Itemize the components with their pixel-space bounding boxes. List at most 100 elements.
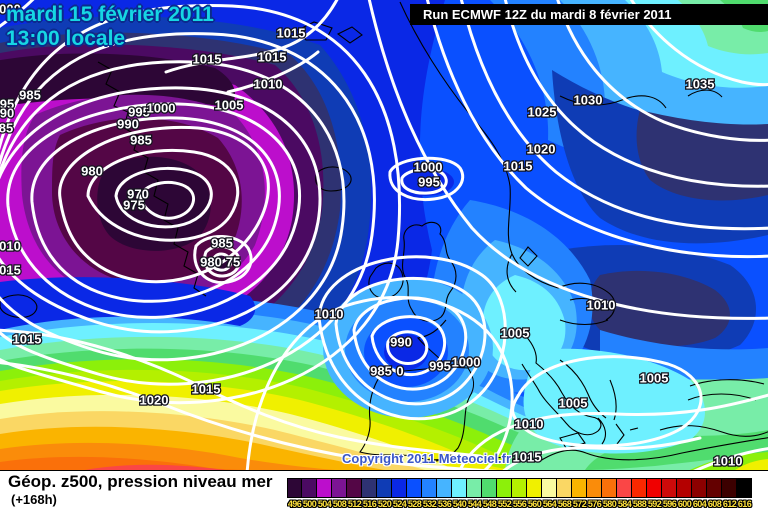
isobar-label: 95: [0, 97, 14, 112]
legend-value: 584: [617, 499, 632, 509]
coastline-greece: [597, 417, 639, 445]
legend-value: 504: [317, 499, 332, 509]
isobar-1000: [0, 86, 322, 334]
legend-value: 500: [302, 499, 317, 509]
isobar-1015-africa: [502, 436, 702, 470]
isobar-label: 1030: [574, 93, 603, 108]
legend-value: 568: [557, 499, 572, 509]
legend-swatch: [707, 478, 722, 498]
coastline-scandinavia: [399, 1, 616, 321]
isobar-label: 985: [370, 364, 392, 379]
legend-swatch: [602, 478, 617, 498]
legend-value: 560: [527, 499, 542, 509]
isobar-980-secondary: [203, 244, 241, 278]
legend-value: 604: [692, 499, 707, 509]
isobar-label: 1005: [640, 371, 669, 386]
legend-value: 588: [632, 499, 647, 509]
legend-swatch: [632, 478, 647, 498]
legend-swatch: [332, 478, 347, 498]
isobar-label: 1015: [504, 159, 533, 174]
legend-swatch: [302, 478, 317, 498]
footer-bar: Géop. z500, pression niveau mer (+168h) …: [0, 470, 768, 512]
isobar-label: 1015: [258, 50, 287, 65]
isobar-1015: [0, 3, 402, 405]
legend-value: 572: [572, 499, 587, 509]
legend-value: 524: [392, 499, 407, 509]
isobar-label: 010: [0, 239, 21, 254]
isobar-label: 1000: [147, 101, 176, 116]
legend-swatch: [467, 478, 482, 498]
isobar-970: [138, 180, 196, 220]
forecast-map: 000 985 95 90 85 995 1000 990 985 980 970 975 1005 10…: [0, 0, 768, 470]
isobar-990-biscay: [370, 315, 447, 377]
isobar-label: 0: [396, 364, 403, 379]
isobar-1010-mediterranean: [458, 393, 768, 470]
legend-swatch: [542, 478, 557, 498]
isobar-label: 90: [0, 106, 14, 121]
isobar-label: 1000: [414, 160, 443, 175]
legend-swatch: [362, 478, 377, 498]
legend-swatch: [677, 478, 692, 498]
isobar-label: 1020: [527, 142, 556, 157]
copyright-watermark: Copyright 2011 Meteociel.fr: [342, 451, 512, 466]
isobar-1015-svalbard: [164, 0, 339, 74]
isobar-1015-svalbard-2: [226, 50, 320, 94]
isobar-label: 1015: [192, 382, 221, 397]
legend-swatch: [392, 478, 407, 498]
isobar-1020-atlantic: [0, 361, 498, 470]
isobar-1010: [0, 32, 376, 386]
coastline-greenland: [97, 61, 207, 297]
isobar-label: 990: [390, 335, 412, 350]
legend-swatch: [497, 478, 512, 498]
fill-region: [0, 277, 256, 330]
isobar-1000-norwegian-sea: [388, 156, 465, 202]
isobar-1010-ridge: [367, 0, 768, 320]
isobar-label: 1025: [528, 105, 557, 120]
fill-region: [523, 348, 705, 454]
isobar-label: 1015: [277, 26, 306, 41]
fill-region: [588, 270, 730, 347]
isobar-1030: [556, 0, 768, 142]
legend-swatch: [722, 478, 737, 498]
legend-swatch: [317, 478, 332, 498]
map-fill-layer: [0, 0, 768, 470]
isobar-label: 015: [0, 263, 21, 278]
legend-swatch: [527, 478, 542, 498]
legend-value: 596: [662, 499, 677, 509]
isobar-label: 1010: [315, 307, 344, 322]
isobar-1010-biscay: [245, 295, 514, 470]
isobar-1005-mediterranean: [511, 355, 703, 448]
legend-value: 520: [377, 499, 392, 509]
isobar-985-secondary: [193, 234, 253, 285]
isobar-label: 1010: [515, 417, 544, 432]
coastline-denmark: [519, 246, 538, 267]
legend-swatch: [662, 478, 677, 498]
isobar-985: [58, 125, 270, 284]
isobar-label: 000: [0, 2, 21, 17]
coastline-kola: [559, 89, 723, 109]
coastline-ireland: [368, 262, 404, 299]
isobar-label: 85: [0, 121, 13, 136]
isobars: [0, 0, 768, 470]
isobar-label: 1010: [254, 77, 283, 92]
isobar-label: 75: [226, 255, 240, 270]
legend-swatch: [692, 478, 707, 498]
legend-swatch: [437, 478, 452, 498]
legend-swatch: [572, 478, 587, 498]
legend-value: 576: [587, 499, 602, 509]
map-time-label: 13:00 locale: [6, 27, 126, 50]
legend-swatch: [422, 478, 437, 498]
legend-value: 548: [482, 499, 497, 509]
coastline-iceland: [315, 166, 352, 192]
legend-value: 544: [467, 499, 482, 509]
legend-swatch: [512, 478, 527, 498]
model-run-box: Run ECMWF 12Z du mardi 8 février 2011: [410, 4, 768, 25]
legend-swatch: [287, 478, 302, 498]
legend-value: 540: [452, 499, 467, 509]
isobar-980: [86, 148, 240, 242]
isobar-label: 995: [128, 105, 150, 120]
legend-value: 512: [347, 499, 362, 509]
legend-swatch: [617, 478, 632, 498]
isobar-label: 1005: [559, 396, 588, 411]
